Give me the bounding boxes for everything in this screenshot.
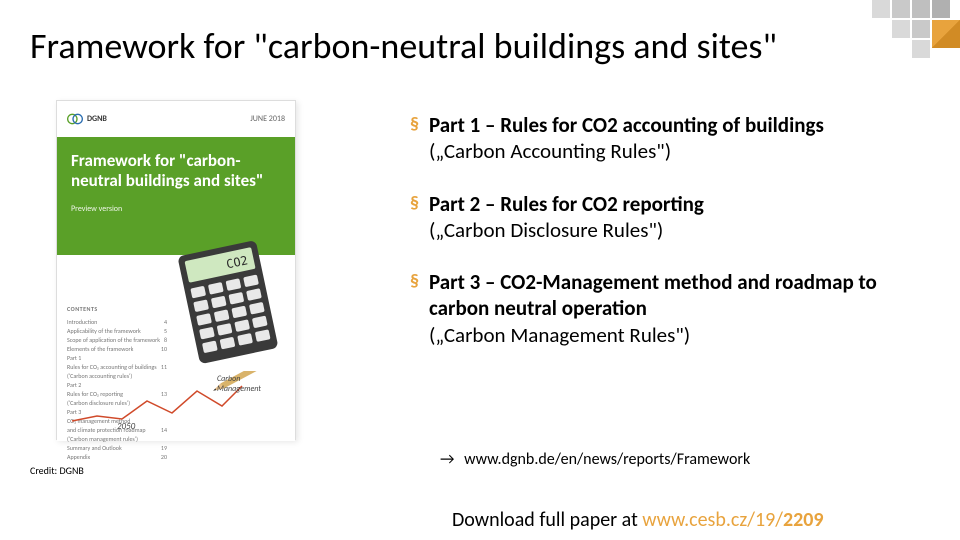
deco-square [932,20,960,48]
cover-body: CO2 CONTENTS Introduction4Applicability … [57,255,295,441]
slide-title: Framework for "carbon-neutral buildings … [30,24,777,68]
bullet-text: Part 2 – Rules for CO2 reporting(„Carbon… [429,191,704,244]
calculator-image: CO2 [169,237,289,377]
bullet-marker: § [410,269,419,348]
arrow-icon: → [440,450,454,469]
bullet-text: Part 3 – CO2-Management method and roadm… [429,269,930,348]
toc-row: Appendix20 [67,453,167,462]
deco-square [892,0,910,18]
cover-preview-label: Preview version [71,204,281,214]
cover-title: Framework for "carbon-neutral buildings … [71,151,281,192]
toc-row: ('Carbon management rules') [67,435,167,444]
toc-row: Summary and Outlook19 [67,444,167,453]
page-number: 2209 [783,508,824,532]
toc-row: Applicability of the framework5 [67,327,167,336]
image-credit: Credit: DGNB [30,464,84,477]
dgnb-logo: DGNB [67,111,107,127]
logo-text: DGNB [87,114,107,124]
link-url: www.dgnb.de/en/news/reports/Framework [464,450,750,469]
toc-row: Scope of application of the framework8 [67,336,167,345]
deco-square [912,0,930,18]
corner-decoration [820,0,960,70]
bullet-item: §Part 3 – CO2-Management method and road… [410,269,930,348]
deco-square [872,0,890,18]
deco-square [932,0,950,18]
footer-prefix: Download full paper at [452,508,642,532]
bullet-marker: § [410,112,419,165]
cover-date: JUNE 2018 [250,114,285,124]
bullet-item: §Part 1 – Rules for CO2 accounting of bu… [410,112,930,165]
bullet-list: §Part 1 – Rules for CO2 accounting of bu… [410,112,930,374]
framework-link: → www.dgnb.de/en/news/reports/Framework [440,450,750,469]
cover-header: DGNB JUNE 2018 [57,101,295,137]
bullet-marker: § [410,191,419,244]
pencil-graph-illustration: Carbon Management 2050 [67,371,287,431]
footer-url: www.cesb.cz/19/ [642,508,783,532]
bullet-item: §Part 2 – Rules for CO2 reporting(„Carbo… [410,191,930,244]
svg-text:Carbon: Carbon [217,374,240,384]
deco-square [912,40,930,58]
toc-header: CONTENTS [67,305,167,314]
deco-square [892,20,910,38]
report-cover-thumbnail: DGNB JUNE 2018 Framework for "carbon-neu… [56,100,296,440]
svg-text:Management: Management [217,384,261,394]
deco-square [912,20,930,38]
footer-line: Download full paper at www.cesb.cz/19/22… [452,508,824,532]
toc-row: Part 1 [67,354,167,363]
toc-row: Elements of the framework10 [67,345,167,354]
svg-text:2050: 2050 [117,421,136,431]
toc-row: Introduction4 [67,318,167,327]
bullet-text: Part 1 – Rules for CO2 accounting of bui… [429,112,824,165]
